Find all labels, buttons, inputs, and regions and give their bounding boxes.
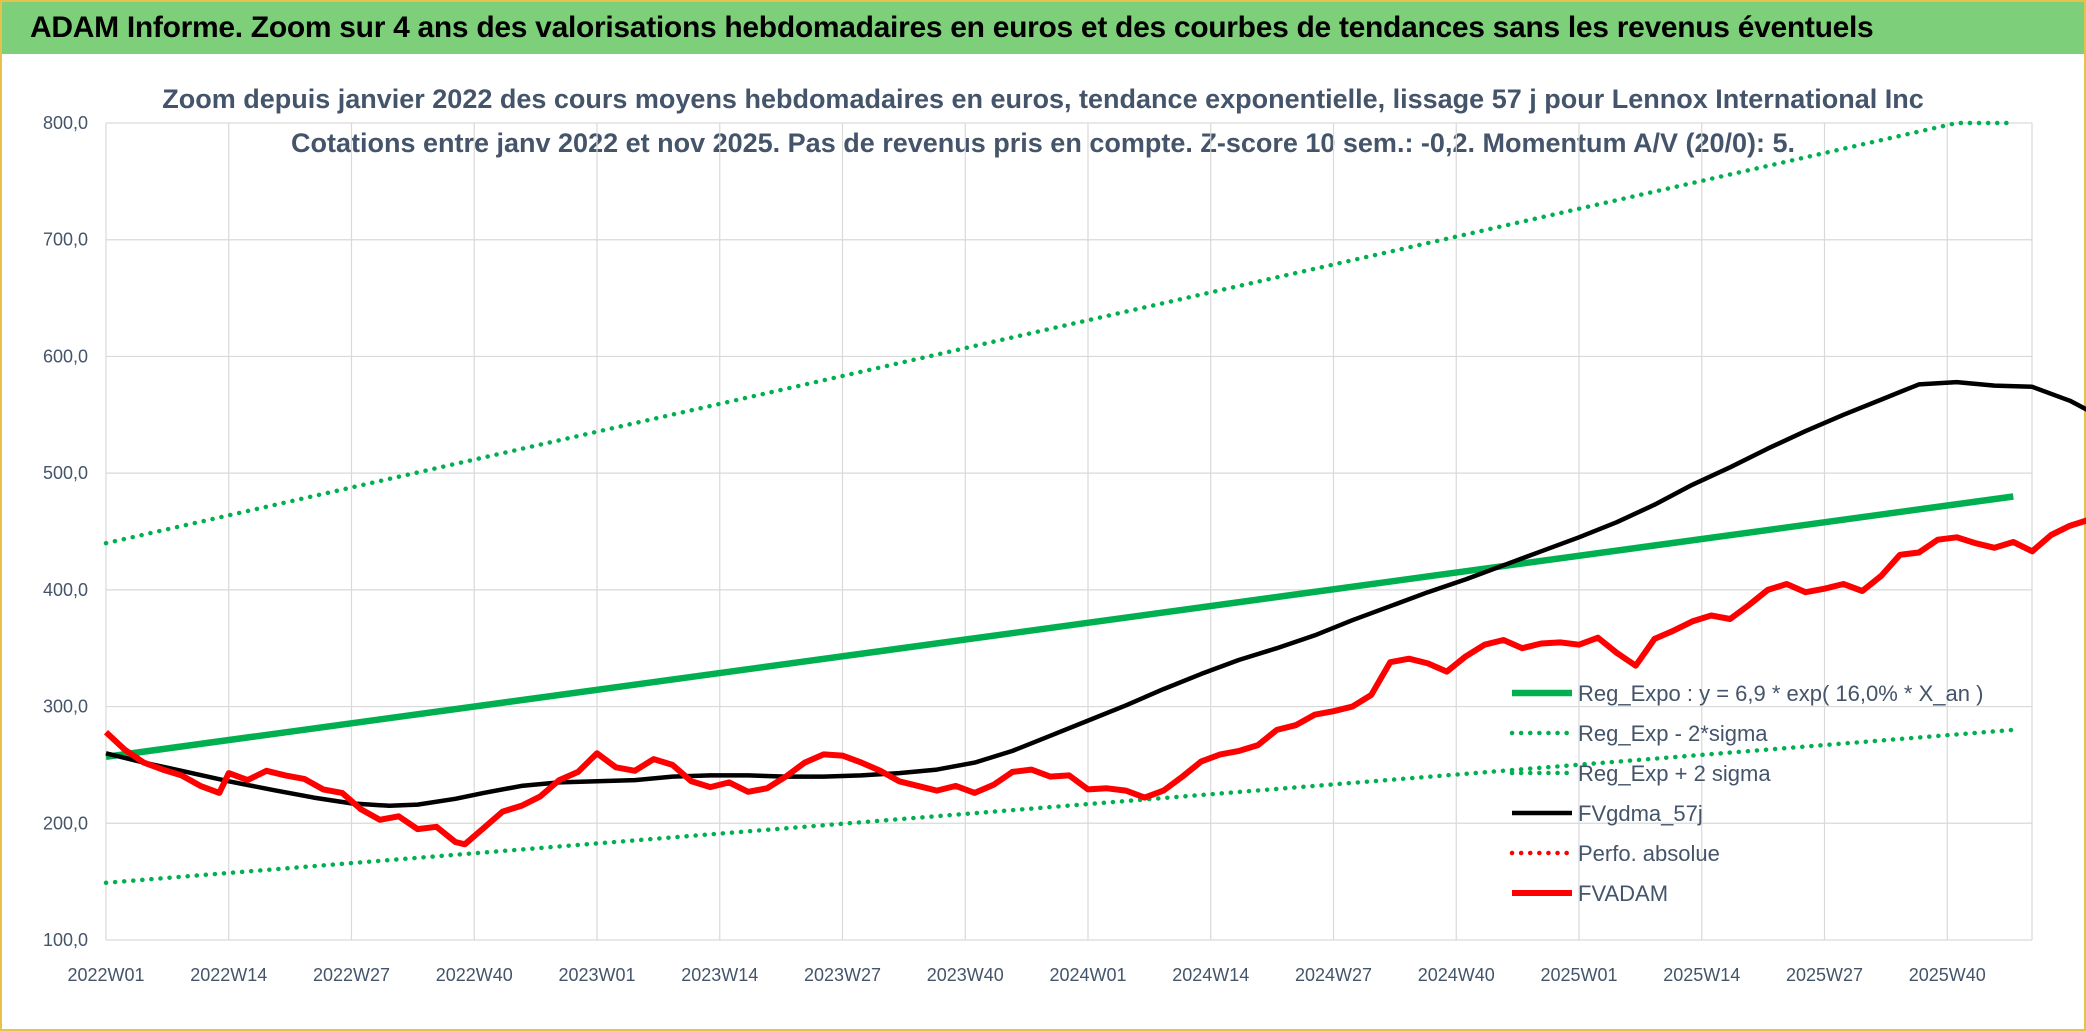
x-tick-label: 2024W27 [1295,965,1372,985]
y-tick-label: 300,0 [43,697,88,717]
legend-label: FVgdma_57j [1578,801,1703,826]
x-tick-label: 2023W40 [927,965,1004,985]
x-tick-label: 2023W01 [558,965,635,985]
legend: Reg_Expo : y = 6,9 * exp( 16,0% * X_an )… [1509,681,1983,906]
series-reg-expo-y-6-9-exp-16-0-x-an [105,493,2014,761]
y-tick-label: 100,0 [43,930,88,950]
series-reg-exp-2-sigma [103,727,2016,886]
legend-label: FVADAM [1578,881,1668,906]
x-tick-label: 2022W27 [313,965,390,985]
x-tick-label: 2025W27 [1786,965,1863,985]
series-layer [103,120,2086,886]
x-tick-label: 2022W40 [436,965,513,985]
series-reg-exp-2-sigma [103,120,2016,546]
x-tick-label: 2025W01 [1540,965,1617,985]
legend-label: Reg_Exp - 2*sigma [1578,721,1768,746]
y-tick-label: 600,0 [43,346,88,366]
x-tick-label: 2024W14 [1172,965,1249,985]
y-tick-label: 700,0 [43,230,88,250]
series-fvgdma-57j [105,379,2086,809]
axis-layer: 100,0 200,0 300,0 400,0 500,0 600,0 700,0 800,0… [43,113,1986,985]
legend-label: Reg_Exp + 2 sigma [1578,761,1771,786]
report-banner: ADAM Informe. Zoom sur 4 ans des valoris… [2,2,2084,54]
x-tick-label: 2023W14 [681,965,758,985]
x-tick-label: 2022W14 [190,965,267,985]
y-tick-label: 800,0 [43,113,88,133]
y-tick-label: 200,0 [43,813,88,833]
x-tick-label: 2024W40 [1418,965,1495,985]
chart-title-line-1: Zoom depuis janvier 2022 des cours moyen… [162,84,1924,114]
series-fvadam [103,517,2086,848]
legend-label: Perfo. absolue [1578,841,1720,866]
y-tick-label: 500,0 [43,463,88,483]
chart-title-line-2: Cotations entre janv 2022 et nov 2025. P… [291,128,1795,158]
x-tick-label: 2024W01 [1049,965,1126,985]
report-title: ADAM Informe. Zoom sur 4 ans des valoris… [30,11,1874,44]
legend-label: Reg_Expo : y = 6,9 * exp( 16,0% * X_an ) [1578,681,1983,706]
x-tick-label: 2023W27 [804,965,881,985]
grid-layer [105,122,2033,941]
x-tick-label: 2025W14 [1663,965,1740,985]
x-tick-label: 2022W01 [67,965,144,985]
x-tick-label: 2025W40 [1909,965,1986,985]
y-tick-label: 400,0 [43,580,88,600]
